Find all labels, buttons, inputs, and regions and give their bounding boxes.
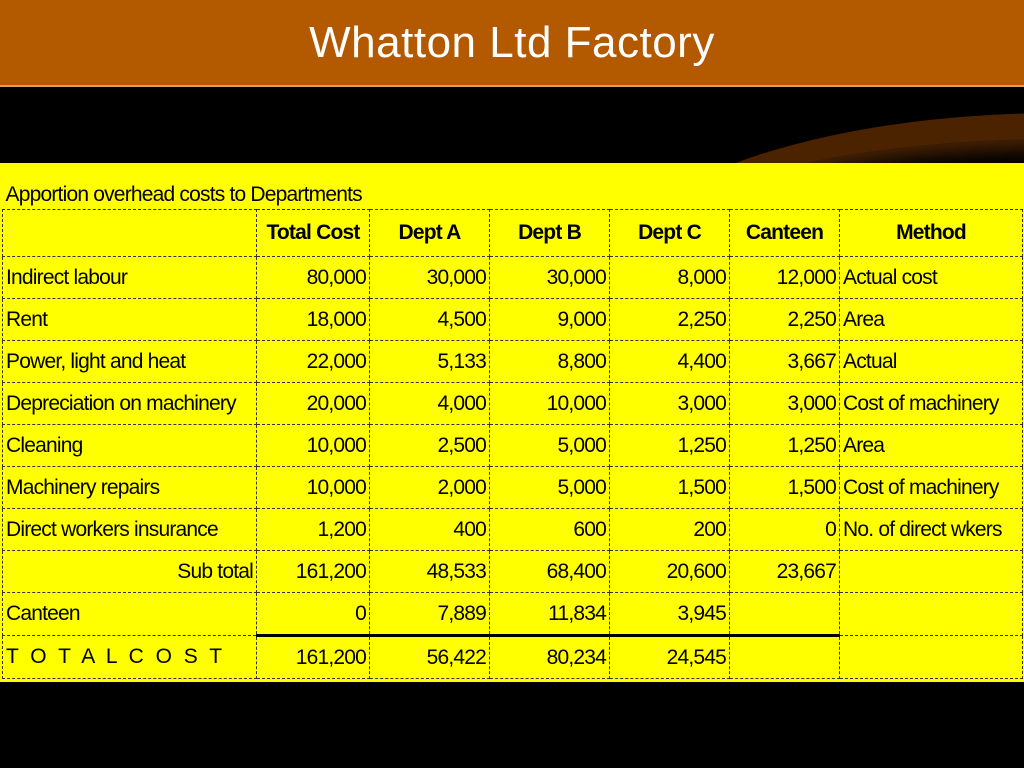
cell-dept-b: 8,800 (489, 340, 610, 383)
cell-total-cost: 161,200 (256, 634, 370, 679)
cell-dept-a: 400 (369, 508, 490, 551)
cell-dept-b: 600 (489, 508, 610, 551)
cell-canteen (729, 592, 840, 636)
table-row: T O T A L C O S T 161,200 56,422 80,234 24,5… (2, 634, 1023, 679)
header-dept-c: Dept C (609, 209, 730, 257)
cell-cost-item: Rent (2, 298, 257, 341)
cell-method: Area (839, 298, 1023, 341)
cell-dept-b: 68,400 (489, 550, 610, 593)
cell-cost-item: Sub total (2, 550, 257, 593)
cell-dept-a: 48,533 (369, 550, 490, 593)
header-row: Total Cost Dept A Dept B Dept C Canteen … (2, 209, 1023, 257)
header-blank (2, 209, 257, 257)
cell-total-cost: 20,000 (256, 382, 370, 425)
cell-total-cost: 22,000 (256, 340, 370, 383)
cell-dept-c: 8,000 (609, 256, 730, 299)
cell-total-cost: 0 (256, 592, 370, 636)
decorative-swoosh (600, 105, 1024, 175)
cell-canteen: 1,250 (729, 424, 840, 467)
table-row: Depreciation on machinery 20,000 4,000 10,0… (2, 382, 1023, 425)
cell-dept-a: 4,000 (369, 382, 490, 425)
cell-cost-item: Direct workers insurance (2, 508, 257, 551)
cell-method: Cost of machinery (839, 466, 1023, 509)
cell-dept-a: 7,889 (369, 592, 490, 636)
table-row: Cleaning 10,000 2,500 5,000 1,250 1,250 Area (2, 424, 1023, 467)
cell-dept-a: 2,500 (369, 424, 490, 467)
cell-cost-item: T O T A L C O S T (2, 635, 257, 679)
cell-dept-b: 9,000 (489, 298, 610, 341)
cell-dept-c: 1,250 (609, 424, 730, 467)
header-method: Method (839, 209, 1023, 257)
cell-dept-b: 80,234 (489, 634, 610, 679)
cell-dept-c: 200 (609, 508, 730, 551)
cell-method: Cost of machinery (839, 382, 1023, 425)
table-caption: Apportion overhead costs to Departments (5, 183, 363, 206)
cell-cost-item: Power, light and heat (2, 340, 257, 383)
cell-dept-c: 4,400 (609, 340, 730, 383)
cell-total-cost: 161,200 (256, 550, 370, 593)
cell-cost-item: Cleaning (2, 424, 257, 467)
cell-canteen: 23,667 (729, 550, 840, 593)
cell-dept-a: 30,000 (369, 256, 490, 299)
header-total-cost: Total Cost (256, 209, 370, 257)
cell-canteen: 1,500 (729, 466, 840, 509)
cell-dept-a: 2,000 (369, 466, 490, 509)
cell-total-cost: 10,000 (256, 424, 370, 467)
cell-dept-a: 5,133 (369, 340, 490, 383)
cell-dept-b: 11,834 (489, 592, 610, 636)
cell-total-cost: 80,000 (256, 256, 370, 299)
cell-total-cost: 10,000 (256, 466, 370, 509)
header-dept-a: Dept A (369, 209, 490, 257)
cell-canteen: 2,250 (729, 298, 840, 341)
cell-dept-b: 10,000 (489, 382, 610, 425)
spreadsheet: Apportion overhead costs to Departments … (0, 163, 1024, 682)
cell-cost-item: Indirect labour (2, 256, 257, 299)
title-bar: Whatton Ltd Factory (0, 0, 1024, 87)
table-row: Direct workers insurance 1,200 400 600 200 0 N… (2, 508, 1023, 551)
cell-dept-c: 1,500 (609, 466, 730, 509)
cell-method (839, 592, 1023, 636)
cell-dept-b: 30,000 (489, 256, 610, 299)
header-dept-b: Dept B (489, 209, 610, 257)
table-row: Canteen 0 7,889 11,834 3,945 (2, 592, 1023, 636)
table-row: Sub total 161,200 48,533 68,400 20,600 23,667 (2, 550, 1023, 593)
cell-dept-c: 2,250 (609, 298, 730, 341)
cell-canteen: 12,000 (729, 256, 840, 299)
cell-dept-b: 5,000 (489, 424, 610, 467)
table-row: Power, light and heat 22,000 5,133 8,800 4,4… (2, 340, 1023, 383)
cell-dept-b: 5,000 (489, 466, 610, 509)
cell-dept-c: 20,600 (609, 550, 730, 593)
table-row: Machinery repairs 10,000 2,000 5,000 1,500 1,… (2, 466, 1023, 509)
caption-row: Apportion overhead costs to Departments (3, 163, 1023, 210)
cell-method: Area (839, 424, 1023, 467)
cell-cost-item: Depreciation on machinery (2, 382, 257, 425)
cell-cost-item: Machinery repairs (2, 466, 257, 509)
cell-method: Actual (839, 340, 1023, 383)
cell-total-cost: 18,000 (256, 298, 370, 341)
cell-dept-c: 24,545 (609, 634, 730, 679)
table-row: Indirect labour 80,000 30,000 30,000 8,000 12… (2, 256, 1023, 299)
cell-method: No. of direct wkers (839, 508, 1023, 551)
cell-canteen: 0 (729, 508, 840, 551)
cell-dept-a: 4,500 (369, 298, 490, 341)
table-row: Rent 18,000 4,500 9,000 2,250 2,250 Area (2, 298, 1023, 341)
cell-dept-a: 56,422 (369, 634, 490, 679)
cell-canteen: 3,667 (729, 340, 840, 383)
page-title: Whatton Ltd Factory (309, 17, 715, 67)
header-canteen: Canteen (729, 209, 840, 257)
cell-canteen (729, 634, 840, 679)
overhead-table: Apportion overhead costs to Departments … (2, 163, 1023, 679)
cell-dept-c: 3,000 (609, 382, 730, 425)
cell-canteen: 3,000 (729, 382, 840, 425)
cell-method (839, 550, 1023, 593)
cell-dept-c: 3,945 (609, 592, 730, 636)
cell-total-cost: 1,200 (256, 508, 370, 551)
cell-cost-item: Canteen (2, 592, 257, 636)
cell-method: Actual cost (839, 256, 1023, 299)
cell-method (839, 635, 1023, 679)
